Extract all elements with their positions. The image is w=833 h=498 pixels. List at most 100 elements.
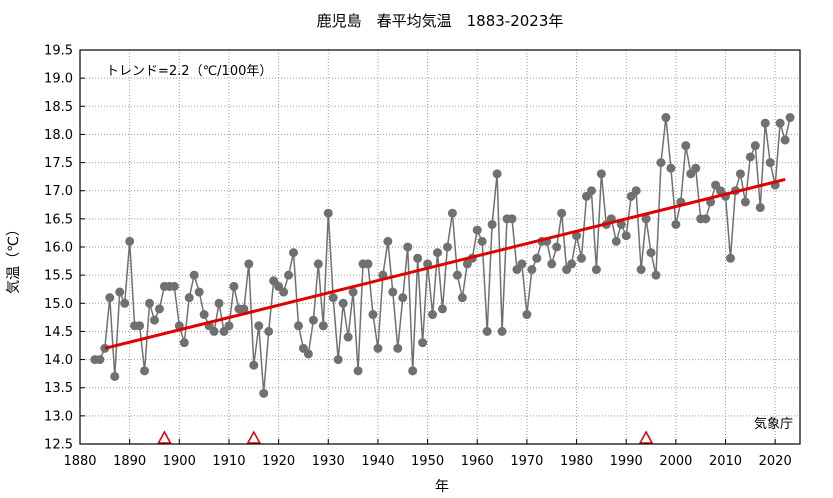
station-change-markers bbox=[157, 430, 654, 444]
data-point bbox=[328, 293, 338, 303]
x-tick-label: 1990 bbox=[610, 454, 643, 469]
y-axis-label: 気温（℃） bbox=[6, 222, 22, 294]
data-point bbox=[348, 287, 358, 297]
x-tick-label: 1970 bbox=[510, 454, 543, 469]
data-point bbox=[621, 231, 631, 241]
data-point bbox=[477, 236, 487, 246]
data-point bbox=[368, 310, 378, 320]
y-tick-label: 17.0 bbox=[44, 184, 73, 199]
trend-line-segment bbox=[104, 178, 786, 350]
data-point bbox=[527, 265, 537, 275]
data-point bbox=[125, 236, 135, 246]
y-tick-label: 13.5 bbox=[44, 381, 73, 396]
y-tick-label: 18.0 bbox=[44, 128, 73, 143]
x-tick-label: 1930 bbox=[312, 454, 345, 469]
data-point bbox=[110, 371, 120, 381]
data-point bbox=[740, 197, 750, 207]
y-tick-label: 15.5 bbox=[44, 269, 73, 284]
data-point bbox=[725, 253, 735, 263]
data-point bbox=[318, 321, 328, 331]
y-tick-label: 14.5 bbox=[44, 325, 73, 340]
data-point bbox=[666, 163, 676, 173]
data-point bbox=[447, 208, 457, 218]
data-point bbox=[452, 270, 462, 280]
y-tick-label: 12.5 bbox=[44, 438, 73, 453]
data-point bbox=[209, 326, 219, 336]
data-point bbox=[403, 242, 413, 252]
data-point bbox=[418, 338, 428, 348]
grid bbox=[80, 50, 800, 444]
data-point bbox=[472, 225, 482, 235]
y-axis-ticks: 12.5 13.0 13.5 14.0 14.5 15.0 15.5 16.0 16.5 17.0… bbox=[44, 44, 85, 453]
x-tick-label: 2000 bbox=[659, 454, 692, 469]
y-tick-label: 19.0 bbox=[44, 72, 73, 87]
x-tick-label: 1980 bbox=[560, 454, 593, 469]
data-point bbox=[120, 298, 130, 308]
x-tick-label: 1920 bbox=[262, 454, 295, 469]
data-point bbox=[775, 118, 785, 128]
data-point bbox=[338, 298, 348, 308]
data-point bbox=[765, 158, 775, 168]
data-point bbox=[264, 326, 274, 336]
data-point bbox=[552, 242, 562, 252]
data-point bbox=[135, 321, 145, 331]
data-point bbox=[293, 321, 303, 331]
data-point bbox=[353, 366, 363, 376]
y-tick-label: 16.0 bbox=[44, 241, 73, 256]
data-point bbox=[492, 169, 502, 179]
data-point bbox=[254, 321, 264, 331]
data-point bbox=[646, 248, 656, 258]
y-tick-label: 19.5 bbox=[44, 44, 73, 59]
data-point bbox=[457, 293, 467, 303]
data-point bbox=[631, 186, 641, 196]
data-point bbox=[735, 169, 745, 179]
data-point bbox=[194, 287, 204, 297]
y-tick-label: 13.0 bbox=[44, 409, 73, 424]
data-point bbox=[532, 253, 542, 263]
data-point bbox=[115, 287, 125, 297]
data-point bbox=[224, 321, 234, 331]
data-point bbox=[745, 152, 755, 162]
data-point bbox=[507, 214, 517, 224]
data-point bbox=[199, 310, 209, 320]
data-point bbox=[596, 169, 606, 179]
station-change-marker bbox=[638, 430, 654, 444]
credit-label: 気象庁 bbox=[754, 416, 793, 432]
data-point bbox=[145, 298, 155, 308]
data-point bbox=[229, 281, 239, 291]
data-point bbox=[557, 208, 567, 218]
data-point bbox=[572, 231, 582, 241]
x-tick-label: 2020 bbox=[759, 454, 792, 469]
chart-title: 鹿児島 春平均気温 1883-2023年 bbox=[317, 12, 564, 30]
data-point bbox=[651, 270, 661, 280]
temperature-series bbox=[94, 117, 791, 394]
data-point bbox=[244, 259, 254, 269]
data-point bbox=[308, 315, 318, 325]
data-point bbox=[586, 186, 596, 196]
x-axis-ticks: 1880 1890 1900 1910 1920 1930 1940 1950 1960 1970… bbox=[63, 439, 792, 469]
y-tick-label: 17.5 bbox=[44, 156, 73, 171]
data-point bbox=[413, 253, 423, 263]
data-point bbox=[279, 287, 289, 297]
data-point bbox=[398, 293, 408, 303]
data-point bbox=[169, 281, 179, 291]
data-point bbox=[750, 141, 760, 151]
data-point bbox=[154, 304, 164, 314]
data-point bbox=[408, 366, 418, 376]
data-point bbox=[214, 298, 224, 308]
data-point bbox=[487, 219, 497, 229]
data-point bbox=[95, 355, 105, 365]
x-tick-label: 1940 bbox=[361, 454, 394, 469]
trend-label: トレンド=2.2（℃/100年） bbox=[106, 64, 272, 79]
x-tick-label: 1910 bbox=[212, 454, 245, 469]
data-point bbox=[616, 219, 626, 229]
data-point bbox=[641, 214, 651, 224]
data-point bbox=[442, 242, 452, 252]
data-point bbox=[313, 259, 323, 269]
data-point bbox=[611, 236, 621, 246]
data-point bbox=[428, 310, 438, 320]
data-point bbox=[239, 304, 249, 314]
data-point bbox=[105, 293, 115, 303]
data-point bbox=[184, 293, 194, 303]
